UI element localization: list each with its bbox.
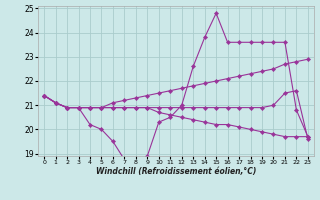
X-axis label: Windchill (Refroidissement éolien,°C): Windchill (Refroidissement éolien,°C) [96,167,256,176]
